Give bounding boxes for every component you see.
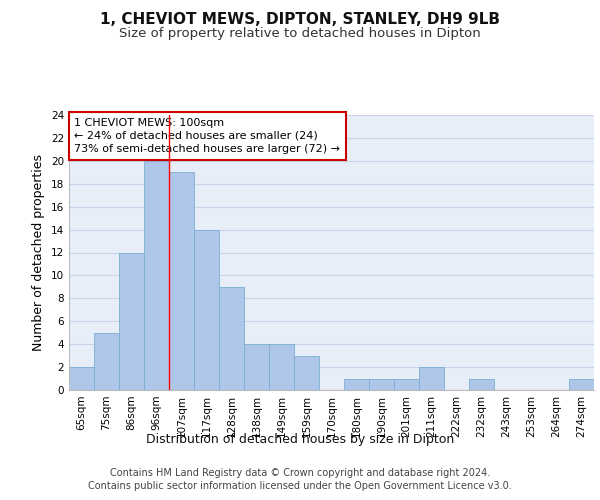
- Bar: [169, 172, 194, 390]
- Bar: [419, 367, 444, 390]
- Bar: [369, 378, 394, 390]
- Bar: [569, 378, 594, 390]
- Bar: [219, 287, 244, 390]
- Bar: [294, 356, 319, 390]
- Bar: [94, 332, 119, 390]
- Text: Size of property relative to detached houses in Dipton: Size of property relative to detached ho…: [119, 28, 481, 40]
- Text: Contains public sector information licensed under the Open Government Licence v3: Contains public sector information licen…: [88, 481, 512, 491]
- Text: Distribution of detached houses by size in Dipton: Distribution of detached houses by size …: [146, 432, 454, 446]
- Bar: [244, 344, 269, 390]
- Text: Contains HM Land Registry data © Crown copyright and database right 2024.: Contains HM Land Registry data © Crown c…: [110, 468, 490, 477]
- Bar: [344, 378, 369, 390]
- Bar: [144, 161, 169, 390]
- Bar: [269, 344, 294, 390]
- Bar: [119, 252, 144, 390]
- Bar: [194, 230, 219, 390]
- Bar: [469, 378, 494, 390]
- Text: 1, CHEVIOT MEWS, DIPTON, STANLEY, DH9 9LB: 1, CHEVIOT MEWS, DIPTON, STANLEY, DH9 9L…: [100, 12, 500, 28]
- Bar: [69, 367, 94, 390]
- Y-axis label: Number of detached properties: Number of detached properties: [32, 154, 46, 351]
- Bar: [394, 378, 419, 390]
- Text: 1 CHEVIOT MEWS: 100sqm
← 24% of detached houses are smaller (24)
73% of semi-det: 1 CHEVIOT MEWS: 100sqm ← 24% of detached…: [74, 118, 340, 154]
